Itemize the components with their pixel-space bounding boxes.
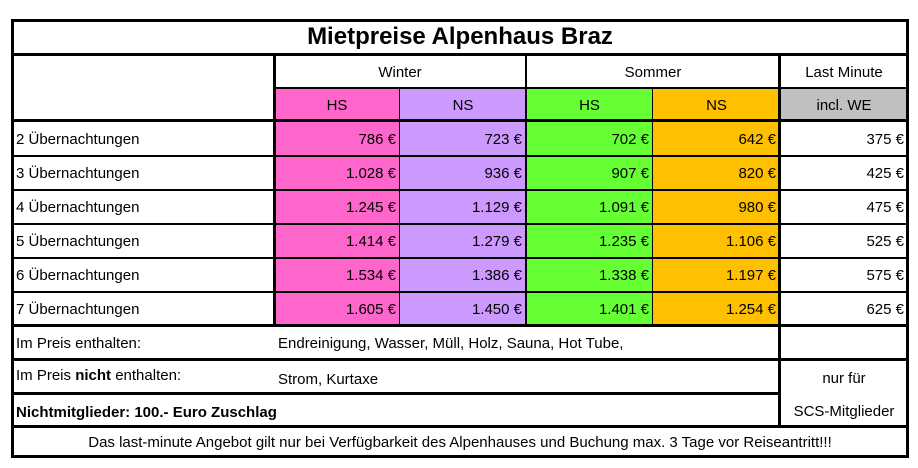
price-sommer-hs: 1.235 € [526,224,653,258]
vline-lm [778,54,781,428]
vline-label [273,54,276,326]
price-last-minute: 475 € [780,190,908,224]
members-note-line1: nur für [822,369,866,387]
row-label: 6 Übernachtungen [16,266,140,284]
surcharge-note: Nichtmitglieder: 100.- Euro Zuschlag [16,403,277,421]
price-sommer-hs: 1.091 € [526,190,653,224]
row-divider [11,189,909,191]
price-winter-ns: 1.450 € [400,292,526,326]
price-winter-ns: 723 € [400,122,526,156]
included-label: Im Preis enthalten: [16,334,142,352]
price-sommer-hs: 1.338 € [526,258,653,292]
price-winter-ns: 1.129 € [400,190,526,224]
row-label: 2 Übernachtungen [16,130,140,148]
price-sommer-hs: 702 € [526,122,653,156]
border-right [906,19,909,458]
not-included-value: Strom, Kurtaxe [278,370,379,388]
included-value: Endreinigung, Wasser, Müll, Holz, Sauna,… [278,334,624,352]
price-sommer-ns: 1.197 € [653,258,780,292]
price-winter-hs: 1.414 € [274,224,400,258]
price-winter-hs: 1.534 € [274,258,400,292]
price-sommer-ns: 1.254 € [653,292,780,326]
price-sommer-ns: 642 € [653,122,780,156]
price-last-minute: 375 € [780,122,908,156]
price-sommer-ns: 980 € [653,190,780,224]
price-winter-ns: 1.386 € [400,258,526,292]
row-label: 3 Übernachtungen [16,164,140,182]
row-divider [11,223,909,225]
price-last-minute: 425 € [780,156,908,190]
price-winter-hs: 786 € [274,122,400,156]
price-last-minute: 525 € [780,224,908,258]
row-label: 4 Übernachtungen [16,198,140,216]
price-winter-ns: 1.279 € [400,224,526,258]
price-sommer-ns: 1.106 € [653,224,780,258]
not-included-pre: Im Preis [16,367,76,384]
border-bottom [11,455,909,458]
line-included [11,358,909,361]
price-sommer-ns: 820 € [653,156,780,190]
row-divider [11,291,909,293]
header-last-minute-sub: incl. WE [780,89,908,121]
line-season [273,87,909,89]
header-last-minute: Last Minute [805,64,883,81]
vline-sommer [652,89,653,326]
line-rows-end [11,324,909,327]
price-winter-hs: 1.028 € [274,156,400,190]
price-last-minute: 625 € [780,292,908,326]
vline-season [525,54,527,326]
vline-winter [399,89,400,326]
row-label: 7 Übernachtungen [16,300,140,318]
border-top [11,19,909,22]
border-left [11,19,14,458]
price-sommer-hs: 1.401 € [526,292,653,326]
header-sommer-ns: NS [653,89,780,121]
row-divider [11,257,909,259]
price-winter-ns: 936 € [400,156,526,190]
price-winter-hs: 1.245 € [274,190,400,224]
table-title: Mietpreise Alpenhaus Braz [307,23,613,50]
header-sommer-hs: HS [526,89,653,121]
header-winter-hs: HS [274,89,400,121]
line-title [11,53,909,56]
price-winter-hs: 1.605 € [274,292,400,326]
not-included-label: Im Preis nicht enthalten: [12,360,274,392]
row-label: 5 Übernachtungen [16,232,140,250]
row-divider [11,155,909,157]
disclaimer: Das last-minute Angebot gilt nur bei Ver… [88,433,832,451]
header-sommer: Sommer [624,64,682,81]
price-sommer-hs: 907 € [526,156,653,190]
header-winter: Winter [378,64,422,81]
line-header [11,119,909,122]
line-not-included [11,392,780,395]
not-included-bold: nicht [75,367,112,384]
line-surcharge [11,425,909,428]
members-note-line2: SCS-Mitglieder [793,402,895,420]
header-winter-ns: NS [400,89,526,121]
not-included-post: enthalten: [111,367,182,384]
price-last-minute: 575 € [780,258,908,292]
